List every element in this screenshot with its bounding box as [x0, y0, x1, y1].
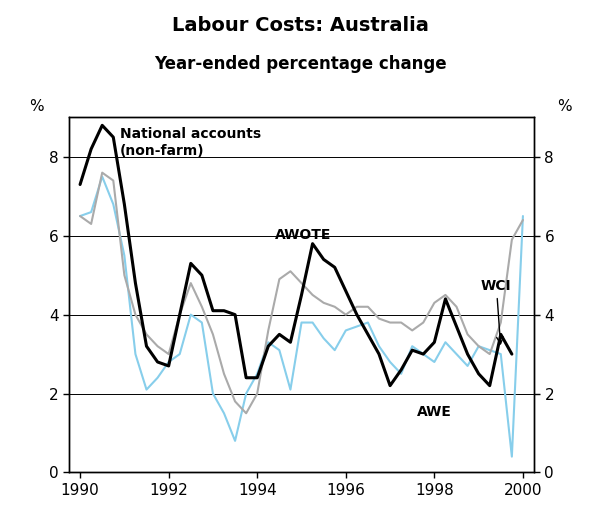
Text: AWE: AWE — [416, 405, 452, 419]
Text: WCI: WCI — [481, 279, 512, 344]
Text: Labour Costs: Australia: Labour Costs: Australia — [172, 16, 428, 34]
Text: %: % — [29, 99, 44, 114]
Text: %: % — [557, 99, 572, 114]
Text: National accounts
(non-farm): National accounts (non-farm) — [120, 127, 261, 158]
Text: Year-ended percentage change: Year-ended percentage change — [154, 55, 446, 73]
Text: AWOTE: AWOTE — [275, 228, 331, 242]
